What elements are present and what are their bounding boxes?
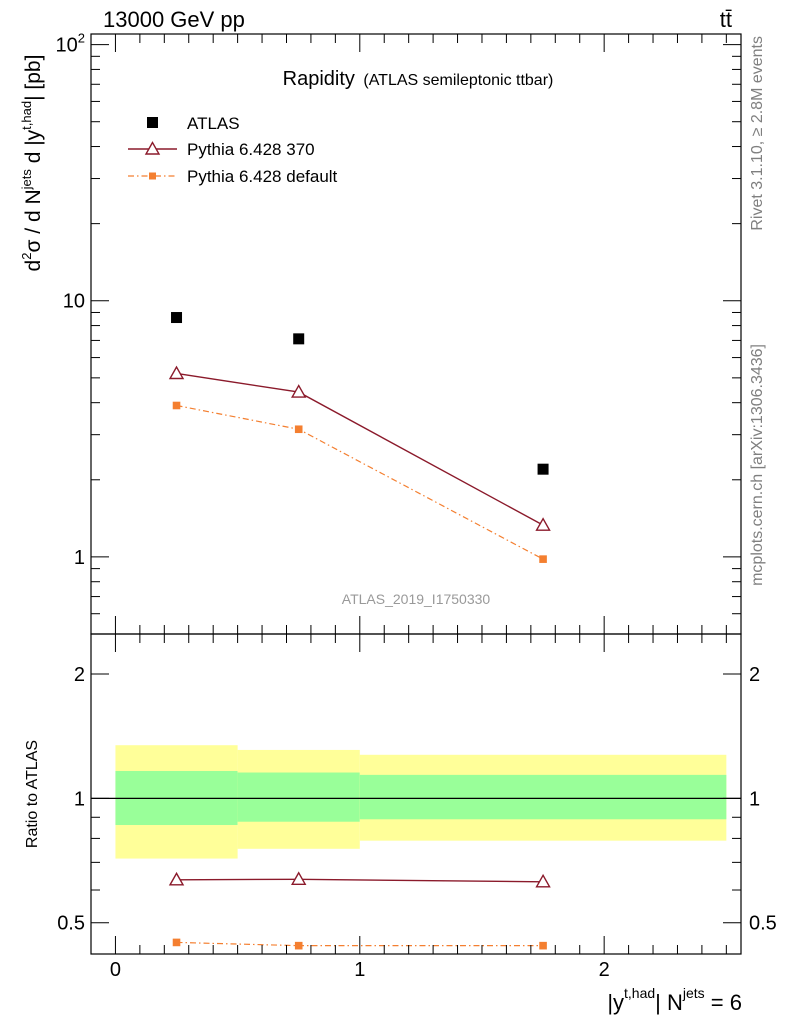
ratio-panel: 0.5 0.5 1 1 2 2 0 1 2 Ratio to ATLAS |yt,had| Nj… [24, 633, 777, 1015]
xlabel-sup: t,had [624, 985, 655, 1001]
ratio-ytick-label-right: 1 [749, 788, 760, 810]
ratio-ylabel: Ratio to ATLAS [24, 740, 41, 848]
main-ylabel: d2σ / d Njets d |yt,had| [pb] [19, 55, 45, 272]
legend-atlas-marker [147, 117, 158, 128]
main-series-line-1 [176, 404, 544, 560]
legend-p370-marker [144, 141, 161, 155]
main-ytick-label: 10 [63, 291, 85, 313]
tick-exponent: 2 [78, 31, 85, 46]
ratio-ytick-label-right: 2 [749, 664, 760, 686]
ratio-xtick-label: 0 [110, 959, 121, 981]
main-point-p370 [535, 517, 551, 531]
main-point-pdef [172, 401, 181, 410]
energy-label: 13000 GeV pp [103, 7, 245, 32]
xlabel-sup: jets [682, 985, 705, 1001]
title-text: Rapidity [283, 68, 355, 90]
tick-base: 10 [56, 35, 78, 57]
legend-pdef-label: Pythia 6.428 default [187, 167, 338, 186]
ylabel-sup: 2 [19, 253, 34, 260]
main-point-atlas [293, 333, 305, 345]
process-label: tt̄ [720, 7, 732, 32]
ylabel-part: | [pb] [22, 55, 45, 101]
ratio-series-line-0 [176, 878, 544, 883]
uncertainty-band-green [237, 772, 360, 822]
ratio-ytick-label-left: 2 [74, 664, 85, 686]
uncertainty-band-green [359, 774, 727, 820]
ratio-point-p370 [535, 873, 551, 888]
legend-pdef-marker [149, 172, 156, 180]
ylabel-part: d [22, 260, 45, 272]
ylabel-part: σ / d N [22, 189, 45, 252]
ratio-point-p370 [291, 871, 307, 885]
ratio-point-pdef [539, 941, 547, 950]
ratio-ytick-label-left: 0.5 [57, 913, 85, 935]
ylabel-part: d |y [22, 129, 45, 169]
ratio-xtick-label: 2 [599, 959, 610, 981]
ratio-xtick-label: 1 [354, 959, 365, 981]
main-point-atlas [537, 463, 549, 475]
main-ytick-label: 1 [74, 547, 85, 569]
ratio-ytick-label-right: 0.5 [749, 913, 777, 935]
main-ytick-label: 102 [56, 31, 85, 57]
ratio-frame [90, 633, 742, 955]
main-point-p370 [168, 365, 185, 380]
ratio-point-pdef [294, 941, 303, 950]
main-point-atlas [171, 312, 183, 324]
main-point-p370 [291, 384, 307, 398]
ratio-point-p370 [168, 871, 185, 886]
main-point-pdef [539, 555, 547, 563]
xlabel-part: | N [655, 990, 683, 1015]
main-point-pdef [294, 425, 303, 434]
legend-p370-label: Pythia 6.428 370 [187, 140, 315, 159]
subtitle-text: (ATLAS semileptonic ttbar) [363, 72, 553, 89]
ratio-xlabel: |yt,had| Njets = 6 [607, 985, 742, 1015]
analysis-watermark: ATLAS_2019_I1750330 [342, 591, 491, 607]
ylabel-sup: t,had [19, 101, 34, 130]
mcplots-label: mcplots.cern.ch [arXiv:1306.3436] [749, 344, 766, 586]
xlabel-part: |y [607, 990, 624, 1015]
main-title: Rapidity (ATLAS semileptonic ttbar) [283, 68, 554, 90]
main-series-line-0 [176, 372, 544, 526]
legend: ATLAS Pythia 6.428 370 Pythia 6.428 defa… [128, 114, 338, 186]
xlabel-part: = 6 [705, 990, 742, 1015]
ylabel-sup: jets [19, 169, 34, 191]
ratio-point-pdef [172, 938, 181, 947]
ratio-ytick-label-left: 1 [74, 788, 85, 810]
legend-atlas-label: ATLAS [187, 114, 240, 133]
rivet-version-label: Rivet 3.1.10, ≥ 2.8M events [749, 36, 766, 231]
